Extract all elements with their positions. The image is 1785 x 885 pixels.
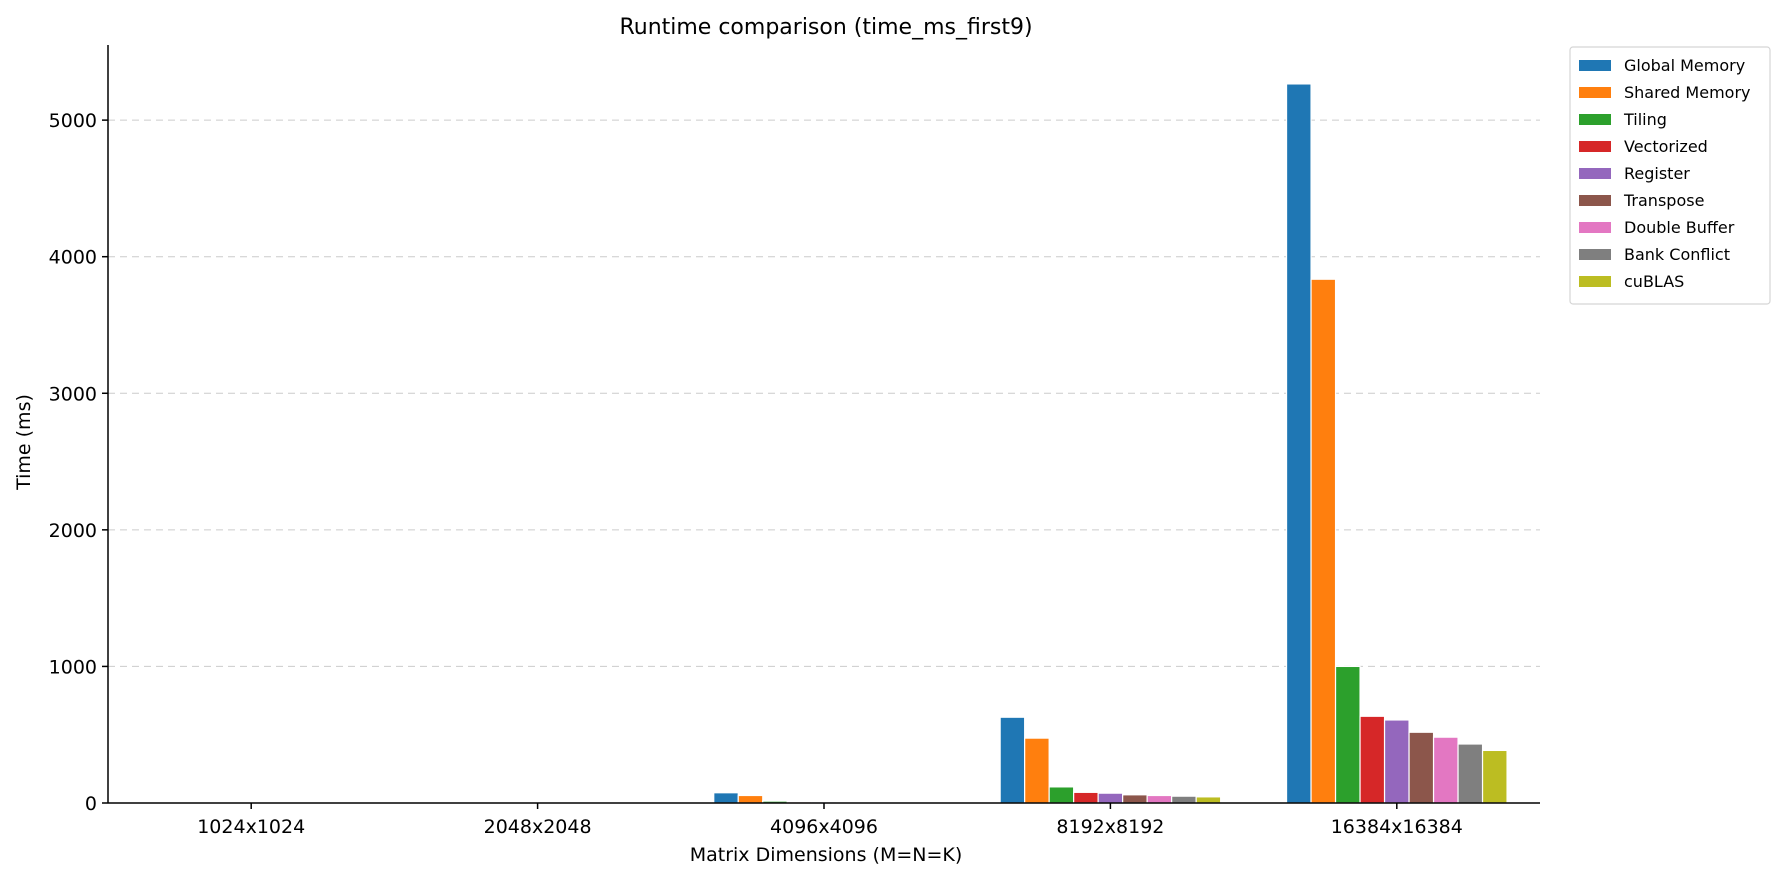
- bar-cublas-16384x16384: [1483, 750, 1508, 803]
- bar-tiling-16384x16384: [1336, 666, 1361, 803]
- legend-label: Tiling: [1623, 110, 1667, 129]
- bar-shared-memory-4096x4096: [738, 795, 763, 803]
- bar-vectorized-8192x8192: [1074, 792, 1099, 803]
- legend: Global Memory Shared Memory Tiling Vectoriz…: [1570, 47, 1770, 304]
- x-tick-label: 16384x16384: [1331, 816, 1463, 838]
- x-tick-label: 8192x8192: [1056, 816, 1164, 838]
- legend-swatch: [1579, 249, 1611, 260]
- x-axis-label: Matrix Dimensions (M=N=K): [690, 844, 963, 866]
- legend-swatch: [1579, 60, 1611, 71]
- legend-label: Register: [1624, 164, 1690, 183]
- y-tick-label: 5000: [49, 110, 97, 132]
- bar-vectorized-16384x16384: [1360, 716, 1385, 803]
- bar-transpose-16384x16384: [1409, 732, 1434, 803]
- legend-label: Vectorized: [1624, 137, 1708, 156]
- y-tick-label: 4000: [49, 247, 97, 269]
- y-tick-label: 3000: [49, 383, 97, 405]
- bar-double-buffer-8192x8192: [1147, 795, 1172, 803]
- chart-title: Runtime comparison (time_ms_first9): [619, 15, 1032, 40]
- bar-register-8192x8192: [1098, 793, 1123, 803]
- legend-swatch: [1579, 168, 1611, 179]
- bar-global-memory-16384x16384: [1287, 84, 1312, 803]
- legend-swatch: [1579, 141, 1611, 152]
- legend-label: Transpose: [1623, 191, 1704, 210]
- legend-swatch: [1579, 87, 1611, 98]
- legend-swatch: [1579, 114, 1611, 125]
- legend-label: Double Buffer: [1624, 218, 1735, 237]
- bar-global-memory-4096x4096: [714, 793, 739, 803]
- y-tick-label: 0: [85, 793, 97, 815]
- x-tick-label: 2048x2048: [484, 816, 592, 838]
- legend-swatch: [1579, 195, 1611, 206]
- bars: [141, 84, 1507, 803]
- legend-swatch: [1579, 222, 1611, 233]
- legend-label: Shared Memory: [1624, 83, 1750, 102]
- legend-label: Global Memory: [1624, 56, 1745, 75]
- x-tick-label: 4096x4096: [770, 816, 878, 838]
- y-tick-label: 1000: [49, 656, 97, 678]
- bar-transpose-8192x8192: [1123, 795, 1148, 803]
- bar-shared-memory-16384x16384: [1311, 279, 1336, 803]
- legend-swatch: [1579, 276, 1611, 287]
- bar-register-16384x16384: [1385, 720, 1410, 803]
- y-tick-label: 2000: [49, 520, 97, 542]
- bar-bank-conflict-16384x16384: [1458, 744, 1483, 803]
- y-axis-label: Time (ms): [13, 394, 35, 491]
- legend-label: Bank Conflict: [1624, 245, 1730, 264]
- bar-cublas-8192x8192: [1196, 797, 1221, 803]
- bar-tiling-8192x8192: [1049, 787, 1074, 803]
- bar-double-buffer-16384x16384: [1434, 737, 1459, 803]
- legend-label: cuBLAS: [1624, 272, 1684, 291]
- x-tick-label: 1024x1024: [197, 816, 305, 838]
- bar-global-memory-8192x8192: [1000, 717, 1025, 803]
- bar-shared-memory-8192x8192: [1025, 738, 1050, 803]
- bar-bank-conflict-8192x8192: [1172, 796, 1197, 803]
